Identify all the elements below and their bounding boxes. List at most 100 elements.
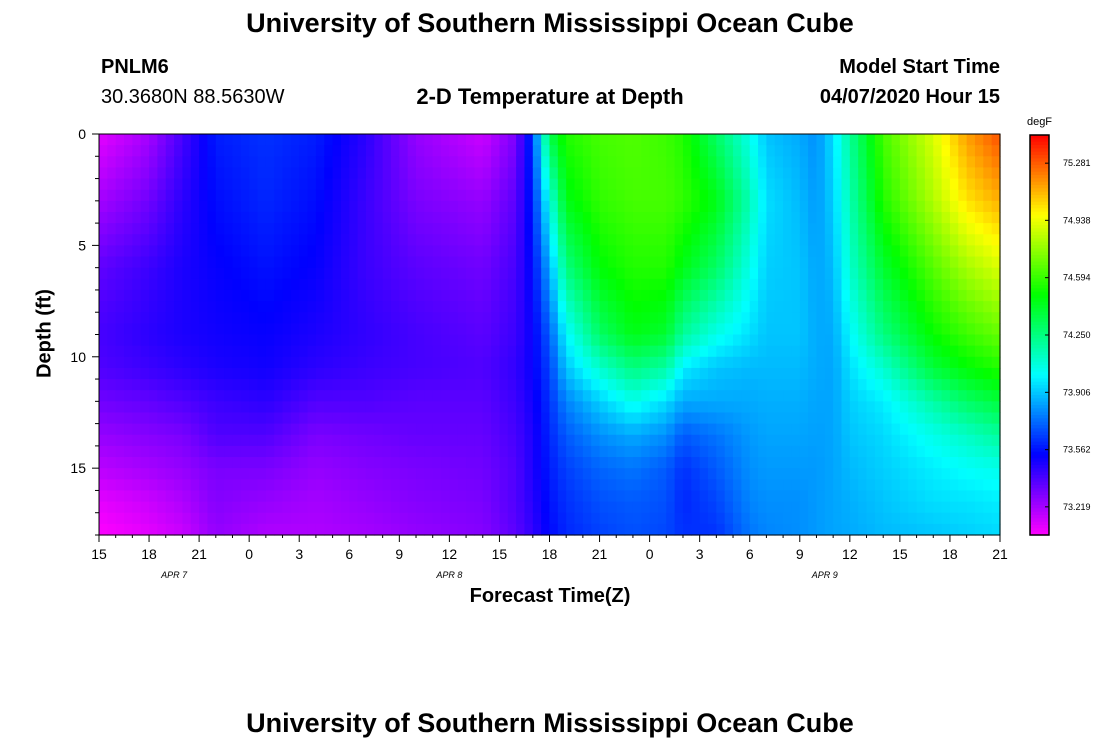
heatmap-cell <box>157 189 167 202</box>
colorbar-segment <box>1030 421 1049 426</box>
heatmap-cell <box>941 501 951 514</box>
heatmap-cell <box>699 412 709 425</box>
colorbar-segment <box>1030 175 1049 179</box>
heatmap-cell <box>724 301 734 313</box>
heatmap-cell <box>491 468 501 480</box>
heatmap-cell <box>849 434 859 447</box>
heatmap-cell <box>566 289 576 302</box>
colorbar-segment <box>1030 318 1049 323</box>
heatmap-cell <box>449 223 459 235</box>
heatmap-cell <box>674 390 684 402</box>
heatmap-cell <box>224 189 234 202</box>
heatmap-cell <box>416 200 425 213</box>
heatmap-cell <box>749 401 759 414</box>
heatmap-cell <box>524 379 534 391</box>
heatmap-cell <box>908 367 918 380</box>
heatmap-cell <box>958 345 968 358</box>
heatmap-cell <box>457 323 467 336</box>
heatmap-cell <box>799 501 809 514</box>
heatmap-cell <box>866 312 876 324</box>
heatmap-cell <box>190 312 200 324</box>
heatmap-cell <box>149 189 158 202</box>
heatmap-cell <box>791 401 801 414</box>
heatmap-cell <box>407 134 417 146</box>
heatmap-cell <box>215 289 225 302</box>
heatmap-cell <box>808 178 818 191</box>
heatmap-cell <box>933 312 943 324</box>
heatmap-cell <box>816 390 826 402</box>
heatmap-cell <box>107 211 117 224</box>
heatmap-cell <box>766 301 776 313</box>
heatmap-cell <box>933 434 943 447</box>
heatmap-cell <box>207 234 217 246</box>
heatmap-cell <box>708 323 717 336</box>
heatmap-cell <box>165 156 175 169</box>
heatmap-cell <box>858 412 868 425</box>
heatmap-cell <box>874 256 884 269</box>
heatmap-cell <box>424 211 434 224</box>
heatmap-cell <box>274 457 284 469</box>
heatmap-cell <box>541 490 551 503</box>
heatmap-cell <box>858 167 868 180</box>
heatmap-cell <box>774 211 784 224</box>
heatmap-cell <box>758 278 767 291</box>
heatmap-cell <box>816 234 826 246</box>
heatmap-cell <box>324 523 334 536</box>
heatmap-cell <box>891 401 901 414</box>
heatmap-cell <box>641 278 651 291</box>
heatmap-cell <box>733 234 742 246</box>
heatmap-cell <box>599 234 609 246</box>
heatmap-cell <box>315 278 325 291</box>
heatmap-cell <box>115 490 125 503</box>
heatmap-cell <box>624 145 634 157</box>
heatmap-cell <box>474 167 484 180</box>
heatmap-cell <box>382 256 392 269</box>
heatmap-cell <box>908 323 918 336</box>
heatmap-cell <box>374 211 384 224</box>
heatmap-cell <box>941 390 951 402</box>
heatmap-cell <box>899 167 909 180</box>
heatmap-cell <box>899 457 909 469</box>
heatmap-cell <box>190 234 200 246</box>
heatmap-cell <box>966 457 976 469</box>
x-tick-label: 18 <box>542 546 558 562</box>
heatmap-cell <box>499 445 509 458</box>
heatmap-cell <box>774 278 784 291</box>
heatmap-cell <box>290 267 300 280</box>
heatmap-cell <box>966 523 976 536</box>
heatmap-cell <box>232 178 242 191</box>
heatmap-cell <box>99 211 108 224</box>
heatmap-cell <box>908 301 918 313</box>
heatmap-cell <box>591 278 601 291</box>
heatmap-cell <box>791 334 801 347</box>
heatmap-cell <box>908 334 918 347</box>
heatmap-cell <box>349 523 359 536</box>
heatmap-cell <box>616 379 626 391</box>
heatmap-cell <box>741 390 751 402</box>
heatmap-cell <box>224 457 234 469</box>
heatmap-cell <box>474 156 484 169</box>
heatmap-cell <box>324 501 334 514</box>
heatmap-cell <box>549 145 559 157</box>
heatmap-cell <box>449 145 459 157</box>
heatmap-cell <box>574 512 584 525</box>
heatmap-cell <box>574 401 584 414</box>
heatmap-cell <box>165 401 175 414</box>
heatmap-cell <box>699 178 709 191</box>
heatmap-cell <box>708 289 717 302</box>
heatmap-cell <box>632 145 642 157</box>
heatmap-cell <box>666 223 676 235</box>
heatmap-cell <box>532 211 542 224</box>
heatmap-cell <box>299 412 309 425</box>
heatmap-cell <box>657 401 667 414</box>
heatmap-cell <box>407 278 417 291</box>
heatmap-cell <box>432 278 442 291</box>
heatmap-cell <box>157 323 167 336</box>
heatmap-cell <box>190 367 200 380</box>
heatmap-cell <box>132 379 142 391</box>
heatmap-cell <box>124 457 133 469</box>
heatmap-cell <box>849 356 859 369</box>
colorbar-segment <box>1030 415 1049 419</box>
heatmap-cell <box>357 334 367 347</box>
heatmap-cell <box>749 379 759 391</box>
